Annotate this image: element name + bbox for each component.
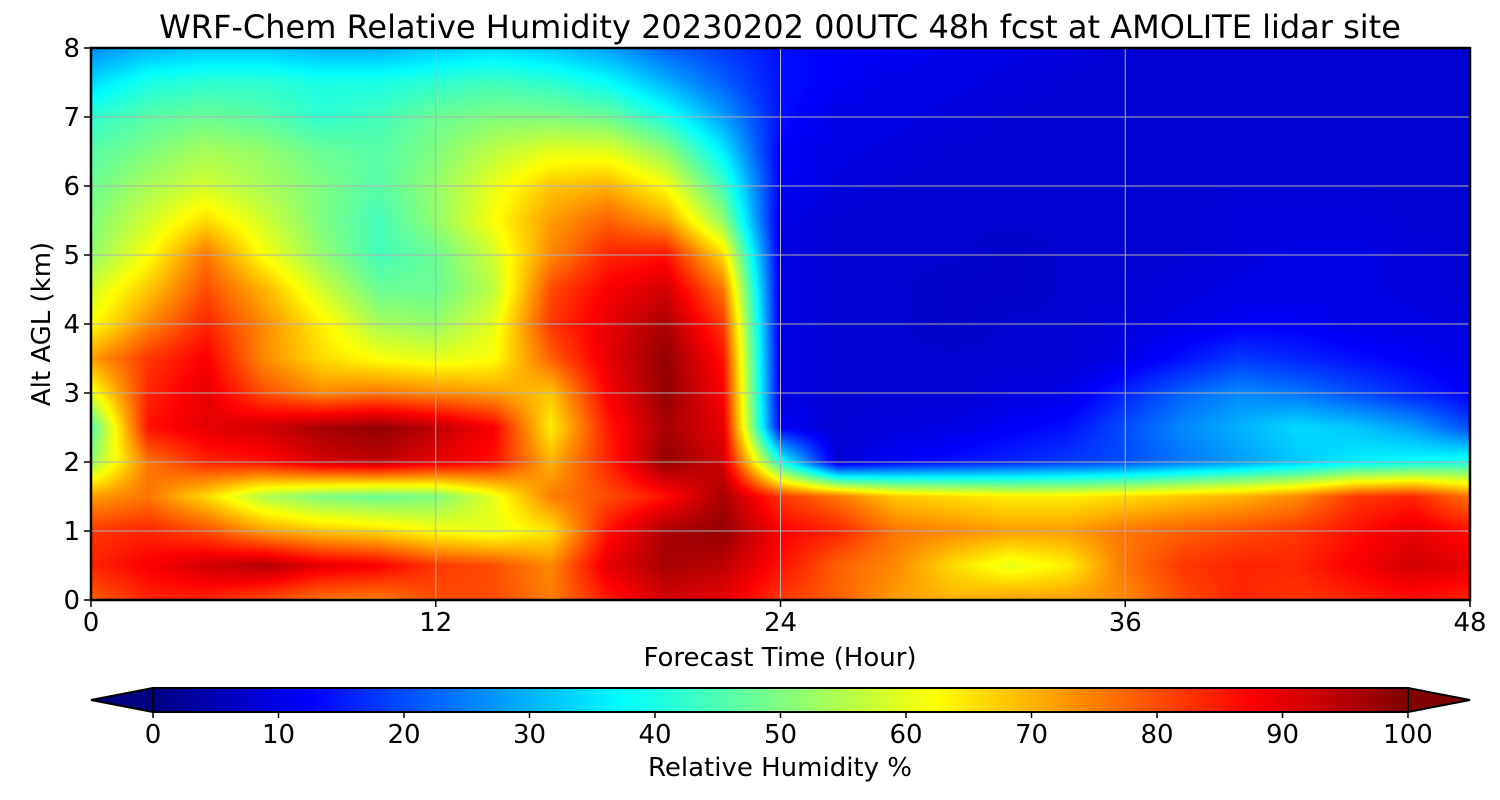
x-axis: 0 12 24 36 48: [83, 600, 1487, 638]
y-axis-label: Alt AGL (km): [27, 242, 57, 406]
plot-area: [89, 46, 1472, 602]
colorbar-tick-label: 10: [262, 720, 295, 750]
y-tick-label: 0: [63, 586, 80, 616]
colorbar-extend-low: [90, 686, 154, 714]
y-tick-label: 7: [63, 103, 80, 133]
colorbar-extend-high: [1407, 686, 1471, 714]
colorbar-tick-label: 40: [638, 720, 671, 750]
y-tick-label: 2: [63, 448, 80, 478]
colorbar-tick-label: 20: [387, 720, 420, 750]
chart-title: WRF-Chem Relative Humidity 20230202 00UT…: [159, 8, 1401, 46]
colorbar-tick-label: 80: [1140, 720, 1173, 750]
x-tick-label: 24: [764, 608, 797, 638]
colorbar: 0 10 20 30 40 50 60 70 80 90 100 Relative Humidity…: [90, 686, 1471, 783]
x-tick-label: 48: [1453, 608, 1486, 638]
y-tick-label: 6: [63, 172, 80, 202]
y-tick-label: 5: [63, 241, 80, 271]
x-tick-label: 0: [83, 608, 100, 638]
colorbar-tick-label: 60: [889, 720, 922, 750]
colorbar-tick-label: 90: [1266, 720, 1299, 750]
y-tick-label: 3: [63, 379, 80, 409]
colorbar-tick-label: 100: [1383, 720, 1433, 750]
y-tick-label: 8: [63, 34, 80, 64]
colorbar-tick-label: 50: [764, 720, 797, 750]
x-tick-label: 12: [419, 608, 452, 638]
colorbar-gradient: [152, 687, 1409, 713]
x-tick-label: 36: [1109, 608, 1142, 638]
colorbar-tick-label: 30: [513, 720, 546, 750]
y-axis: 0 1 2 3 4 5 6 7 8: [63, 34, 91, 616]
colorbar-ticks: 0 10 20 30 40 50 60 70 80 90 100: [145, 712, 1433, 750]
y-tick-label: 1: [63, 517, 80, 547]
colorbar-tick-label: 0: [145, 720, 162, 750]
colorbar-label: Relative Humidity %: [648, 753, 912, 783]
y-tick-label: 4: [63, 310, 80, 340]
colorbar-tick-label: 70: [1015, 720, 1048, 750]
x-axis-label: Forecast Time (Hour): [643, 643, 916, 673]
